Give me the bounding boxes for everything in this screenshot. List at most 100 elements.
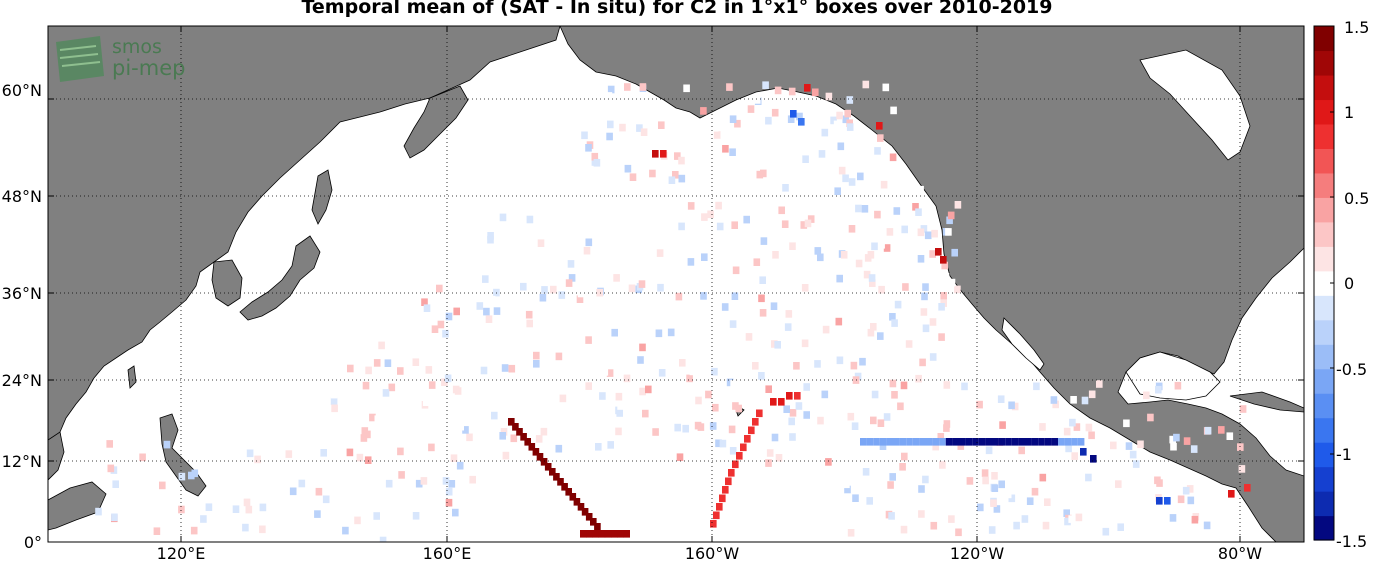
data-box — [615, 392, 623, 401]
data-box — [758, 372, 765, 380]
data-box — [991, 472, 998, 480]
data-box — [788, 87, 796, 96]
data-box — [919, 438, 926, 446]
colorbar-swatch — [1314, 491, 1334, 517]
data-box — [407, 429, 415, 438]
data-box — [893, 207, 901, 215]
data-box — [360, 434, 368, 442]
data-box — [932, 400, 940, 409]
data-box — [830, 406, 837, 414]
land-korea — [211, 259, 243, 307]
data-box — [558, 291, 566, 299]
data-box — [379, 536, 387, 542]
data-box — [502, 451, 510, 460]
data-box — [362, 381, 370, 390]
data-box — [948, 278, 956, 287]
data-box — [601, 368, 609, 376]
data-box — [876, 122, 883, 130]
data-box — [897, 402, 904, 411]
data-box — [745, 403, 752, 412]
data-box — [605, 92, 613, 100]
data-box — [384, 359, 392, 367]
data-box — [586, 222, 593, 230]
data-box — [981, 469, 989, 477]
data-box — [866, 497, 873, 505]
data-box — [541, 286, 548, 294]
data-box — [526, 319, 533, 328]
data-box — [893, 438, 900, 446]
data-box — [1228, 490, 1235, 498]
data-box — [935, 248, 942, 256]
data-box — [890, 106, 897, 115]
data-box — [1031, 438, 1039, 446]
data-box — [652, 150, 659, 158]
data-box — [759, 309, 767, 317]
data-box — [1110, 441, 1117, 450]
land-japan — [239, 169, 333, 321]
data-box — [803, 411, 810, 419]
data-box — [369, 413, 376, 422]
data-box — [1021, 515, 1029, 523]
data-box — [783, 348, 790, 356]
data-box — [441, 539, 448, 542]
data-box — [705, 390, 712, 399]
data-box — [320, 449, 327, 457]
data-box — [678, 156, 685, 165]
data-box — [869, 279, 876, 287]
data-box — [731, 292, 739, 300]
data-box — [772, 251, 779, 259]
data-box — [453, 307, 460, 316]
data-box — [894, 300, 902, 309]
data-box — [760, 169, 767, 178]
data-box — [873, 438, 880, 446]
data-box — [617, 530, 624, 538]
data-box — [1070, 396, 1077, 404]
data-box — [870, 323, 877, 331]
data-box — [756, 398, 763, 406]
colorbar-swatch — [1314, 417, 1334, 443]
data-box — [1042, 521, 1050, 530]
data-box — [915, 208, 922, 216]
data-box — [954, 201, 962, 209]
data-box — [847, 529, 855, 537]
data-box — [452, 425, 459, 434]
data-box — [798, 118, 805, 126]
lat-label-24n: 24°N — [2, 371, 42, 390]
land-taiwan — [127, 365, 137, 389]
data-box — [558, 363, 565, 371]
data-box — [520, 433, 527, 441]
lat-label-12n: 12°N — [2, 452, 42, 471]
data-box — [889, 153, 897, 162]
data-box — [616, 409, 623, 417]
data-box — [902, 283, 909, 291]
data-box — [848, 225, 856, 233]
colorbar-swatch — [1314, 295, 1334, 321]
data-box — [488, 342, 496, 350]
data-box — [1026, 497, 1034, 505]
data-box — [789, 433, 796, 441]
data-box — [990, 499, 997, 507]
data-box — [624, 83, 631, 91]
data-box — [774, 86, 782, 95]
data-box — [867, 328, 875, 337]
data-box — [656, 259, 663, 268]
data-box — [1071, 452, 1078, 460]
data-box — [383, 420, 391, 428]
lon-label-120w: 120°W — [950, 544, 1005, 562]
data-box — [668, 176, 676, 184]
data-box — [1018, 438, 1025, 446]
data-box — [730, 380, 737, 388]
data-box — [1239, 405, 1247, 413]
data-box — [821, 128, 829, 137]
data-box — [526, 215, 534, 224]
colorbar-swatch — [1314, 246, 1334, 272]
data-box — [442, 421, 450, 430]
data-box — [752, 418, 759, 426]
colorbar-label-neg1-5: -1.5 — [1336, 532, 1367, 551]
data-box — [728, 469, 735, 477]
data-box — [834, 187, 841, 195]
lon-label-160e: 160°E — [423, 544, 472, 562]
data-box — [918, 510, 925, 518]
data-box — [499, 432, 506, 440]
data-box — [1182, 486, 1190, 495]
